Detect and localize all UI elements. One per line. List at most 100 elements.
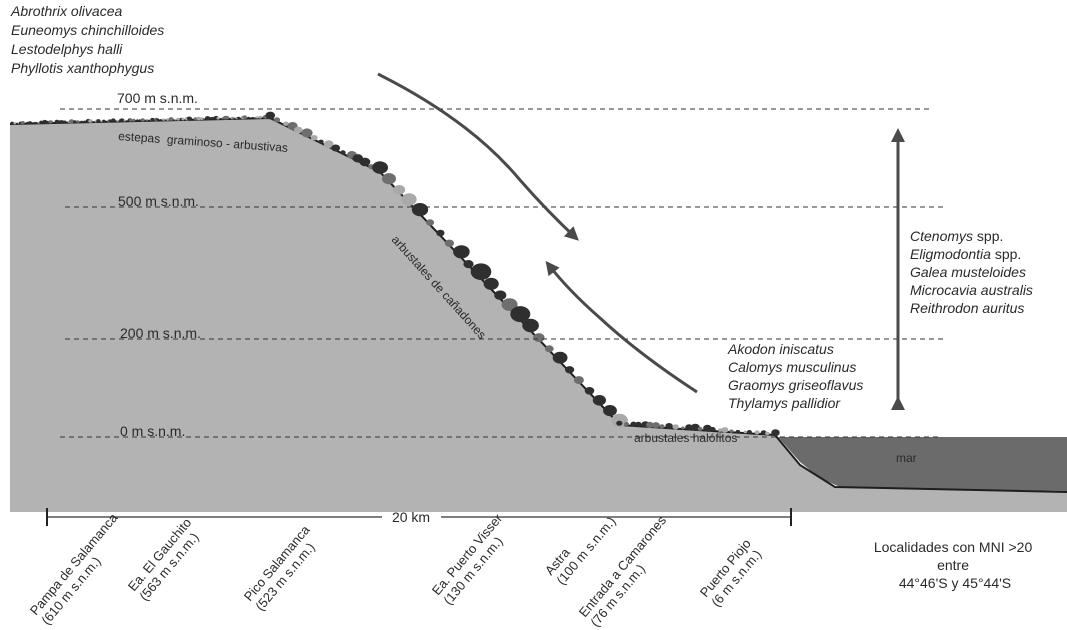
shrub-clump [96,119,101,123]
shrub-clump [672,424,679,430]
shrub-clump [110,118,116,123]
locality-label: Ea. El Gauchito (563 m s.n.m.) [125,512,208,603]
shrub-clump [123,119,126,122]
shrub-clump [425,219,435,226]
sea [778,437,1067,491]
shrub-clump [247,116,250,119]
shrub-clump [83,120,87,123]
shrub-clump [132,118,136,122]
shrub-clump [565,366,575,374]
shrub-clump [463,260,474,269]
shrub-clump [128,118,133,122]
shrub-clump [13,122,17,125]
shrub-clump [251,116,254,119]
shrub-clump [20,121,25,125]
species-item: Abrothrix olivacea [10,3,122,19]
shrub-clump [510,306,531,323]
shrub-clump [80,120,84,123]
shrub-clump [150,117,155,122]
shrub-clump [665,423,673,430]
shrub-clump [552,351,568,364]
species-suffix: spp. [991,246,1021,262]
shrub-clump [501,298,518,311]
shrub-clump [102,119,106,123]
note-line: Localidades con MNI >20 [874,539,1033,555]
elevation-label-500: 500 m s.n.m. [118,193,199,209]
locality-name: Entrada a Camarones [576,512,670,619]
shrub-clump [765,431,770,436]
shrub-clump [746,430,752,434]
shrub-clump [119,118,125,122]
shrub-clump [323,140,334,149]
shrub-clump [310,135,318,141]
shrub-clump [100,120,103,123]
shrub-clump [273,117,281,123]
shrub-clump [635,421,642,427]
locality-label: Puerto Piojo (6 m s.n.m.) [697,533,768,609]
shrub-clump [265,111,276,120]
shrub-clump [685,424,693,431]
shrub-clump [59,120,64,124]
shrub-clump [207,116,211,120]
locality-name: Pampa de Salamanca [27,510,121,618]
shrub-clump [136,119,139,122]
shrub-clump [145,119,149,122]
species-item: Phyllotis xanthophygus [11,60,154,76]
shrub-clump [168,117,174,121]
locality-label: Ea. Puerto Visser (130 m s.n.m.) [429,508,519,607]
shrub-clump [584,387,595,395]
species-item: Ctenomys [910,228,973,244]
elevation-label-700: 700 m s.n.m. [117,90,198,106]
shrub-clump [372,161,388,174]
species-item: Akodon iniscatus [727,341,834,357]
terrain-profile [10,118,1067,512]
shrub-clump [63,120,67,124]
shrub-clump [331,144,341,152]
shrub-clump [611,413,628,427]
vegetation-cover [10,111,780,437]
locality-label: Pico Salamanca (523 m s.n.m.) [241,520,327,614]
shrub-clump [231,117,235,120]
shrub-clump [242,115,248,120]
shrub-clump [210,116,215,120]
shrub-clump [760,430,767,435]
locality-label: Entrada a Camarones (76 m s.n.m.) [576,510,683,629]
shrub-clump [544,345,554,353]
shrub-clump [729,429,734,433]
shrub-clump [436,229,445,237]
localities-note: Localidades con MNI >20 entre 44°46'S y … [874,539,1036,591]
shrub-clump [494,290,507,301]
shrub-clump [444,239,454,247]
shrub-clump [216,117,220,120]
shrub-clump [522,318,539,333]
shrub-clump [69,119,74,124]
vegetation-label-halophyte: arbustales halófitos [634,431,737,445]
shrub-clump [28,121,32,125]
shrub-clump [45,120,50,124]
shrub-clump [624,422,629,426]
shrub-clump [697,426,703,431]
shrub-clump [703,424,712,432]
shrub-clump [181,117,185,121]
shrub-clump [470,263,492,281]
shrub-clump [717,428,723,432]
shrub-clump [237,116,241,120]
shrub-clump [453,245,470,259]
shrub-clump [301,128,313,138]
species-list-lowland: Akodon iniscatus Calomys musculinus Grao… [727,341,867,411]
shrub-clump [401,193,417,206]
shrub-clump [681,426,685,430]
shrub-clump [754,430,760,435]
shrub-clump [382,173,396,185]
shrub-clump [411,203,429,217]
upslope-arrow [545,260,698,394]
shrub-clump [735,429,741,434]
shrub-clump [76,120,80,123]
species-list-widespread: Ctenomys spp. Eligmodontia spp. Galea mu… [910,228,1037,316]
note-line: entre [937,557,969,573]
shrub-clump [174,118,177,121]
shrub-clump [138,119,142,122]
shrub-clump [116,119,119,122]
shrub-clump [159,119,162,121]
species-item: Eligmodontia [910,246,991,262]
